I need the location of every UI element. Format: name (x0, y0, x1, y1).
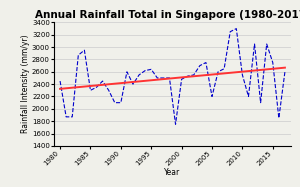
X-axis label: Year: Year (164, 168, 181, 177)
Title: Annual Rainfall Total in Singapore (1980-2017): Annual Rainfall Total in Singapore (1980… (34, 10, 300, 20)
Y-axis label: Rainfall Intensity (mm/yr): Rainfall Intensity (mm/yr) (21, 35, 30, 134)
